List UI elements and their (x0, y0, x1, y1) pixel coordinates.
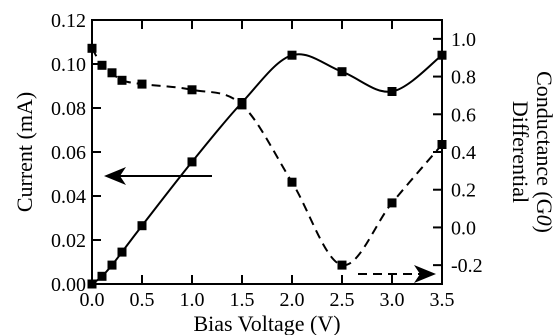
current-point (187, 157, 197, 167)
y-left-axis-title: Current (mA) (12, 92, 37, 212)
plot-frame (91, 19, 443, 285)
y-right-title-main: Conductance (G (532, 71, 557, 215)
y-left-tick-label: 0.12 (51, 10, 86, 32)
y-right-tick-label: 0.6 (451, 104, 476, 126)
current-point (337, 67, 347, 77)
current-point (137, 221, 147, 231)
y-right-axis-title-line2: Conductance (G0) (532, 71, 557, 233)
y-right-tick-label: 0.0 (451, 217, 476, 239)
x-axis-title: Bias Voltage (V) (193, 311, 340, 335)
conductance-point (237, 100, 247, 110)
y-right-tick-label: 0.8 (451, 67, 476, 89)
current-point (387, 87, 397, 96)
x-tick-label: 2.5 (330, 289, 355, 311)
y-left-tick-label: 0.04 (51, 186, 86, 208)
current-point (287, 50, 297, 60)
x-tick-label: 1.0 (180, 289, 205, 311)
left-arrow-head (104, 167, 126, 185)
y-left-tick-label: 0.02 (51, 230, 86, 252)
x-tick-label: 0.5 (130, 289, 155, 311)
x-tick-label: 3.0 (380, 289, 405, 311)
y-right-title-subscript: 0 (532, 215, 557, 226)
conductance-point (97, 60, 107, 70)
tick-labels: 0.0 0.5 1.0 1.5 2.0 2.5 3.0 3.5 0.00 0.02 0.04 0.06… (51, 10, 483, 311)
conductance-point (107, 68, 117, 78)
conductance-point (187, 85, 197, 95)
y-right-tick-label: 1.0 (451, 29, 476, 51)
conductance-point (87, 43, 97, 53)
current-point (117, 247, 127, 257)
right-arrow (358, 265, 436, 283)
left-arrow (104, 167, 212, 185)
x-tick-label: 1.5 (230, 289, 255, 311)
y-right-tick-label: 0.4 (451, 142, 476, 164)
y-left-tick-label: 0.06 (51, 142, 86, 164)
y-right-axis-title-line1: Differential (508, 101, 533, 203)
x-tick-label: 3.5 (430, 289, 455, 311)
current-point (107, 260, 117, 270)
x-tick-label: 2.0 (280, 289, 305, 311)
conductance-point (437, 140, 447, 149)
y-right-title-close: ) (532, 226, 557, 233)
y-left-tick-label: 0.00 (51, 274, 86, 296)
y-right-tick-label: -0.2 (451, 255, 483, 277)
conductance-point (387, 198, 397, 208)
right-arrow-head (414, 265, 436, 283)
conductance-point (287, 177, 297, 187)
y-left-tick-label: 0.08 (51, 98, 86, 120)
x-tick-label: 0.0 (80, 289, 105, 311)
tick-marks (91, 19, 443, 285)
current-point (437, 50, 447, 60)
conductance-point (137, 79, 147, 89)
conductance-point (117, 75, 127, 85)
current-point (87, 279, 97, 289)
y-right-tick-label: 0.2 (451, 180, 476, 202)
y-left-tick-label: 0.10 (51, 54, 86, 76)
conductance-point (337, 260, 347, 270)
data-markers (87, 43, 447, 289)
current-point (97, 271, 107, 281)
